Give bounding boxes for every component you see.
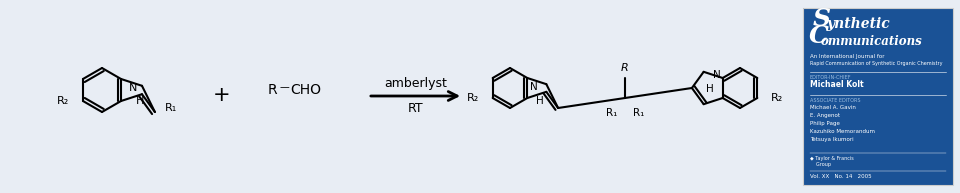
Text: H: H [537,96,544,106]
Text: ASSOCIATE EDITORS: ASSOCIATE EDITORS [810,98,860,103]
Text: Vol. XX   No. 14   2005: Vol. XX No. 14 2005 [810,174,872,179]
Text: Tetsuya Ikumori: Tetsuya Ikumori [810,137,853,142]
Text: R₁: R₁ [606,108,617,118]
Text: Philip Page: Philip Page [810,121,840,126]
Text: RT: RT [408,102,423,114]
Text: CHO: CHO [290,83,321,97]
Text: Michael A. Gavin: Michael A. Gavin [810,105,856,110]
Text: R₂: R₂ [57,96,69,106]
Text: ommunications: ommunications [821,35,923,48]
Text: ◆ Taylor & Francis: ◆ Taylor & Francis [810,156,853,161]
Text: E. Angenot: E. Angenot [810,113,840,118]
Text: R: R [268,83,277,97]
Text: H: H [706,84,713,94]
Text: amberlyst: amberlyst [384,76,447,90]
Text: Group: Group [810,162,831,167]
Text: Rapid Communication of Synthetic Organic Chemistry: Rapid Communication of Synthetic Organic… [810,61,943,66]
Text: R₂: R₂ [467,93,479,103]
Text: R₁: R₁ [633,108,644,118]
Text: N: N [530,82,538,92]
Text: R: R [621,63,629,73]
Text: ynthetic: ynthetic [826,17,890,31]
Bar [803,8,953,185]
Text: S: S [813,7,831,31]
Text: +: + [213,85,230,105]
Text: Kazuhiko Memorandum: Kazuhiko Memorandum [810,129,875,134]
Text: C: C [809,24,828,48]
Text: H: H [135,96,144,106]
Text: An International Journal for: An International Journal for [810,54,884,59]
Text: N: N [712,70,720,80]
Text: —: — [280,82,290,92]
Text: R₂: R₂ [771,93,783,103]
Text: N: N [129,83,137,93]
Text: Michael Kolt: Michael Kolt [810,80,864,89]
Text: R₁: R₁ [165,103,178,113]
Text: EDITOR-IN-CHIEF: EDITOR-IN-CHIEF [810,75,852,80]
Bar [803,8,953,185]
